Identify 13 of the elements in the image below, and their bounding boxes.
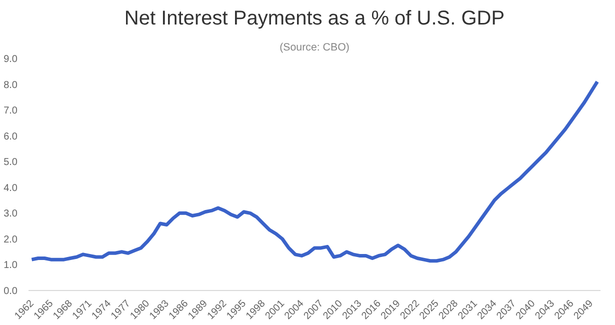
chart-subtitle: (Source: CBO) [280, 42, 350, 54]
y-tick-label: 1.0 [4, 260, 18, 272]
y-tick-label: 7.0 [4, 106, 18, 117]
y-tick-label: 4.0 [4, 182, 18, 194]
line-series [30, 80, 600, 263]
y-tick-label: 9.0 [4, 54, 18, 65]
y-tick-label: 0.0 [4, 286, 18, 297]
y-tick-label: 3.0 [4, 208, 18, 220]
y-tick-label: 8.0 [4, 80, 18, 91]
y-tick-label: 5.0 [4, 157, 18, 168]
y-tick-label: 2.0 [4, 234, 18, 246]
chart-title: Net Interest Payments as a % of U.S. GDP [124, 8, 505, 30]
y-tick-label: 6.0 [4, 131, 18, 142]
